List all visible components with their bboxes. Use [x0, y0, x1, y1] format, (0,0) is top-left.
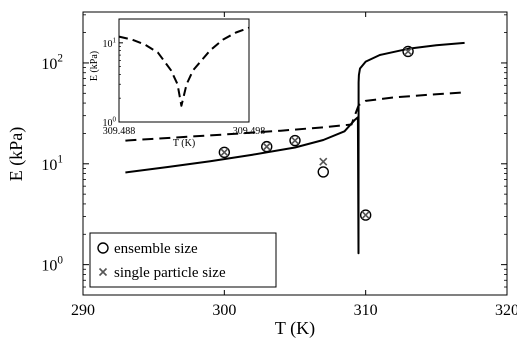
inset-y-axis-label: E (kPa) [89, 51, 100, 81]
legend-x-marker [98, 267, 108, 277]
single-particle-size-point [404, 47, 413, 56]
ensemble-size-point [317, 166, 329, 178]
single-particle-size-point [361, 211, 370, 220]
x-axis-label: T (K) [275, 318, 315, 339]
x-tick-label: 310 [354, 302, 378, 319]
legend-entry-label: single particle size [114, 265, 226, 281]
inset-y-tick-label-exponent: 0 [113, 116, 117, 124]
inset-y-tick-label-base: 10 [103, 118, 113, 129]
y-tick-label-exponent: 2 [57, 53, 63, 65]
single-particle-size-point [220, 148, 229, 157]
inset-y-tick-label: 101 [103, 36, 117, 50]
y-tick-label-exponent: 1 [57, 154, 63, 166]
y-tick-label-base: 10 [41, 157, 57, 174]
solid-model-line [125, 41, 465, 255]
single-particle-size-point [262, 142, 271, 151]
main-plot-frame [82, 11, 508, 296]
x-tick-label: 320 [495, 302, 517, 319]
ensemble-size-point [218, 146, 231, 159]
x-tick-label: 290 [71, 302, 95, 319]
y-axis-label: E (kPa) [6, 127, 27, 181]
y-tick-label: 101 [41, 154, 63, 174]
inset-dashed-line [118, 26, 250, 107]
inset-x-axis-label: T (K) [173, 138, 195, 149]
inset-plot-frame [118, 18, 250, 123]
y-tick-label-base: 10 [41, 56, 57, 73]
inset-background [119, 19, 249, 122]
legend-circle-marker [97, 242, 109, 254]
legend-box [89, 232, 277, 288]
ensemble-size-point [402, 45, 414, 58]
inset-x-tick-label: 309.488 [103, 126, 136, 137]
ensemble-size-point [289, 134, 301, 147]
inset-x-tick-label: 309.498 [233, 126, 266, 137]
inset-y-tick-label-base: 10 [103, 39, 113, 50]
ensemble-size-point [359, 209, 372, 221]
ensemble-size-point [261, 140, 273, 153]
y-tick-label-base: 10 [41, 258, 57, 275]
legend-entry-label: ensemble size [114, 241, 198, 257]
single-particle-size-point [319, 157, 328, 166]
inset-y-tick-label-exponent: 1 [113, 36, 117, 44]
y-tick-label-exponent: 0 [57, 254, 63, 266]
x-tick-label: 300 [212, 302, 236, 319]
inset-y-tick-label: 100 [103, 116, 117, 130]
dashed-model-line [125, 91, 465, 142]
y-tick-label: 102 [41, 53, 63, 73]
y-tick-label: 100 [41, 254, 63, 274]
single-particle-size-point [290, 136, 300, 145]
